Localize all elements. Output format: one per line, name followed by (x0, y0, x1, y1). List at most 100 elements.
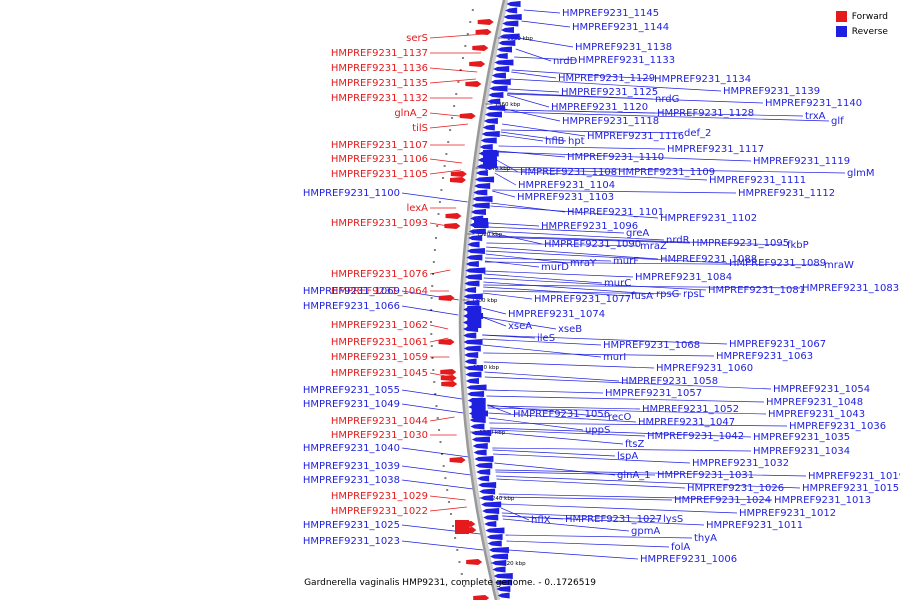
reverse-gene-label: HMPREF9231_1120 (551, 102, 648, 113)
reverse-gene-label: HMPREF9231_1006 (640, 554, 737, 565)
reverse-gene-label: HMPREF9231_1058 (621, 376, 718, 387)
reverse-gene-label: HMPREF9231_1054 (773, 384, 870, 395)
reverse-gene-label: HMPREF9231_1112 (738, 188, 835, 199)
scale-tick-label: 1260 kbp (479, 430, 505, 436)
reverse-gene-label: HMPREF9231_1084 (635, 272, 732, 283)
reverse-gene-label: HMPREF9231_1116 (587, 131, 684, 142)
forward-gene-label: HMPREF9231_1132 (331, 93, 428, 104)
reverse-gene-arrow (481, 501, 502, 508)
reverse-gene-arrow (493, 573, 513, 579)
reverse-leader-line (500, 503, 738, 514)
reverse-gene-arrow (466, 254, 483, 261)
forward-gene-label: HMPREF9231_1093 (331, 218, 428, 229)
reverse-gene-label: nrdG (655, 94, 679, 105)
reverse-gene-label: HMPREF9231_1140 (765, 98, 862, 109)
reverse-gene-label: HMPREF9231_1011 (706, 520, 803, 531)
reverse-gene-block (482, 150, 497, 168)
reverse-leader-line (497, 151, 752, 162)
reverse-gene-arrow (487, 540, 502, 547)
reverse-leader-line (490, 431, 624, 445)
reverse-gene-block (467, 306, 482, 328)
forward-gene-label: HMPREF9231_1061 (331, 337, 428, 348)
reverse-leader-line (502, 123, 586, 137)
forward-gene-arrow (472, 45, 489, 51)
reverse-gene-arrow (464, 274, 482, 280)
reverse-leader-line (401, 389, 463, 400)
scale-tick-label: 1300 kbp (472, 298, 498, 304)
reverse-gene-arrow (487, 98, 501, 105)
reverse-gene-arrow (506, 1, 521, 7)
reverse-gene-arrow (497, 46, 513, 53)
forward-gene-arrow (477, 19, 494, 25)
reverse-leader-line (487, 405, 641, 410)
reverse-gene-label: glnA_1 (617, 470, 651, 481)
forward-gene-label: HMPREF9231_1107 (331, 140, 428, 151)
reverse-gene-label: HMPREF9231_1052 (642, 404, 739, 415)
reverse-leader-line (482, 338, 602, 346)
reverse-gene-arrow (474, 456, 494, 462)
forward-gene-label: HMPREF9231_1105 (331, 169, 428, 180)
reverse-leader-line (486, 246, 659, 260)
reverse-gene-label: HMPREF9231_1015 (802, 483, 899, 494)
reverse-gene-label: HMPREF9231_1096 (541, 221, 638, 232)
reverse-leader-line (504, 108, 561, 122)
reverse-gene-label: HMPREF9231_1095 (692, 238, 789, 249)
reverse-leader-line (484, 261, 823, 266)
reverse-gene-arrow (471, 436, 490, 443)
reverse-gene-label: HMPREF9231_1139 (723, 86, 820, 97)
reverse-leader-line (483, 286, 630, 297)
reverse-gene-arrow (464, 287, 477, 293)
reverse-gene-label: HMPREF9231_1103 (517, 192, 614, 203)
reverse-leader-line (492, 190, 516, 198)
reverse-gene-arrow (464, 280, 480, 287)
reverse-gene-arrow (489, 85, 508, 92)
scale-tick-label: 1280 kbp (473, 365, 499, 371)
reverse-leader-line (492, 447, 752, 452)
reverse-gene-label: def_2 (684, 128, 711, 139)
reverse-gene-arrow (467, 241, 480, 248)
forward-gene-label: tilS (412, 123, 428, 134)
legend-item-reverse: Reverse (835, 24, 888, 39)
forward-leader-line (429, 506, 467, 512)
reverse-gene-arrow (495, 53, 508, 59)
reverse-gene-arrow (492, 566, 506, 573)
reverse-leader-line (505, 534, 693, 539)
reverse-gene-label: HMPREF9231_1027 (565, 514, 662, 525)
reverse-gene-arrow (493, 66, 510, 72)
forward-gene-arrow (459, 113, 476, 119)
reverse-leader-line (515, 48, 552, 62)
reverse-gene-label: murC (604, 278, 631, 289)
reverse-gene-label: trxA (805, 111, 826, 122)
reverse-gene-arrow (466, 248, 485, 254)
reverse-leader-line (494, 462, 616, 476)
reverse-gene-label: murD (541, 262, 569, 273)
reverse-gene-arrow (480, 495, 494, 501)
reverse-leader-line (485, 389, 604, 394)
reverse-gene-label: murF (613, 256, 639, 267)
reverse-leader-line (511, 71, 557, 79)
reverse-gene-label: HMPREF9231_1040 (303, 443, 400, 454)
reverse-gene-arrow (472, 196, 493, 202)
genome-caption: Gardnerella vaginalis HMP9231, complete … (304, 578, 596, 588)
reverse-leader-line (509, 78, 722, 92)
reverse-gene-arrow (463, 293, 483, 300)
forward-gene-arrow (473, 595, 490, 600)
reverse-leader-line (485, 257, 612, 262)
reverse-gene-label: HMPREF9231_1023 (303, 536, 400, 547)
reverse-gene-arrow (475, 176, 495, 183)
reverse-leader-line (488, 412, 637, 423)
reverse-leader-line (521, 20, 571, 28)
reverse-gene-label: HMPREF9231_1063 (716, 351, 813, 362)
reverse-gene-label: HMPREF9231_1043 (768, 409, 865, 420)
reverse-gene-label: rpsL (683, 289, 705, 300)
reverse-gene-label: HMPREF9231_1088 (660, 254, 757, 265)
reverse-gene-label: uppS (585, 425, 610, 436)
reverse-leader-line (486, 395, 765, 403)
reverse-gene-arrow (485, 527, 505, 534)
reverse-gene-label: HMPREF9231_1056 (513, 409, 610, 420)
reverse-leader-line (500, 507, 530, 521)
reverse-leader-line (504, 109, 804, 117)
reverse-gene-label: HMPREF9231_1074 (508, 309, 605, 320)
reverse-gene-arrow (498, 40, 516, 46)
reverse-gene-label: HMPREF9231_1031 (657, 470, 754, 481)
